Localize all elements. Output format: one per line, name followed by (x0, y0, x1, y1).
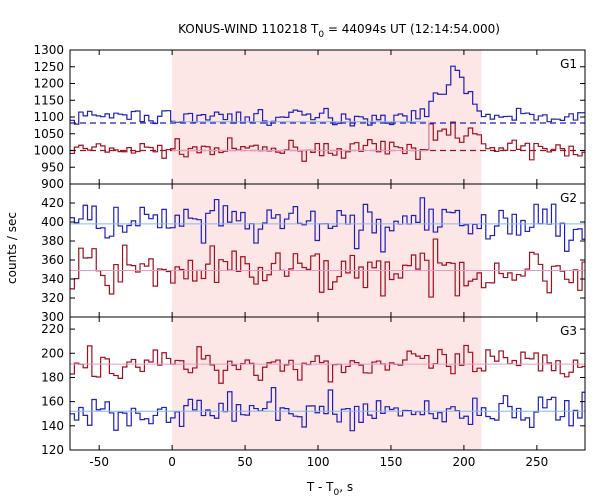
panel-label-g3: G3 (560, 324, 577, 338)
y-tick-label: 1000 (33, 144, 64, 158)
y-tick-label: 360 (41, 253, 64, 267)
y-tick-label: 1150 (33, 93, 64, 107)
y-tick-label: 320 (41, 291, 64, 305)
chart-title: KONUS-WIND 110218 T0 = 44094s UT (12:14:… (178, 22, 500, 40)
y-tick-label: 1100 (33, 110, 64, 124)
y-axis-label: counts / sec (5, 212, 19, 284)
x-tick-label: 0 (168, 455, 176, 469)
y-tick-label: 1250 (33, 60, 64, 74)
g2-red-series (70, 238, 585, 298)
panel-label-g1: G1 (560, 57, 577, 71)
burst-interval-shade (172, 50, 482, 450)
y-tick-label: 400 (41, 215, 64, 229)
g3-panel-frame (69, 316, 586, 451)
y-tick-label: 120 (41, 443, 64, 457)
x-tick-label: 50 (237, 455, 252, 469)
x-tick-label: 100 (307, 455, 330, 469)
y-tick-label: 340 (41, 272, 64, 286)
y-tick-label: 1200 (33, 77, 64, 91)
x-tick-label: 150 (380, 455, 403, 469)
y-tick-label: 420 (41, 196, 64, 210)
x-tick-label: 250 (525, 455, 548, 469)
panel-label-g2: G2 (560, 191, 577, 205)
y-tick-label: 180 (41, 370, 64, 384)
x-axis-label: T - T0, s (306, 480, 353, 498)
y-tick-label: 950 (41, 160, 64, 174)
y-tick-label: 200 (41, 346, 64, 360)
y-tick-label: 1300 (33, 43, 64, 57)
g2-blue-series (70, 197, 585, 253)
x-tick-label: -50 (89, 455, 109, 469)
y-tick-label: 1050 (33, 127, 64, 141)
x-tick-label: 200 (452, 455, 475, 469)
y-tick-label: 300 (41, 310, 64, 324)
y-tick-label: 220 (41, 322, 64, 336)
y-tick-label: 380 (41, 234, 64, 248)
g1-blue-series (70, 65, 585, 127)
y-tick-label: 900 (41, 177, 64, 191)
y-tick-label: 140 (41, 419, 64, 433)
g1-red-series (70, 121, 585, 162)
g3-red-series (70, 344, 585, 384)
y-tick-label: 160 (41, 395, 64, 409)
chart-panels: 9009501000105011001150120012501300G13003… (33, 43, 586, 469)
g3-blue-series (70, 387, 585, 432)
